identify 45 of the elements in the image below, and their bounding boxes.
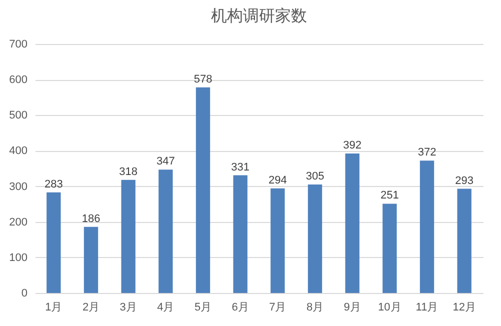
data-label: 251 [380,190,399,202]
x-tick-label: 8月 [306,302,324,314]
y-tick-label: 400 [9,145,28,158]
y-tick-label: 500 [9,110,28,122]
bar [84,226,98,293]
data-label: 318 [119,166,138,178]
bar [345,154,360,293]
data-label: 578 [194,73,212,86]
bar [420,160,434,293]
data-label: 305 [306,170,324,183]
y-tick-label: 200 [9,216,28,228]
x-tick-label: 5月 [194,302,212,314]
x-tick-label: 9月 [344,302,361,314]
chart-title: 机构调研家数 [211,7,307,25]
data-label: 186 [82,212,100,225]
x-tick-label: 1月 [45,302,62,314]
data-label: 293 [455,174,474,187]
x-tick-label: 6月 [232,302,249,314]
data-label: 347 [156,156,175,168]
data-label: 392 [343,140,362,152]
x-tick-label: 4月 [157,302,174,314]
data-label: 294 [268,174,287,186]
y-tick-label: 300 [9,180,28,193]
bar [196,87,210,293]
bar [457,188,472,293]
y-tick-label: 600 [9,74,28,86]
data-label: 372 [418,146,436,159]
x-tick-label: 12月 [452,302,476,314]
bar [46,192,61,293]
data-label: 283 [44,178,63,190]
x-tick-label: 10月 [378,302,402,314]
x-tick-label: 2月 [82,302,100,314]
y-tick-label: 700 [9,38,28,50]
bar [382,204,397,293]
x-tick-label: 11月 [416,302,438,314]
bar [158,170,173,293]
x-tick-label: 3月 [120,302,137,314]
x-tick-label: 7月 [269,302,286,314]
y-tick-label: 0 [21,288,28,300]
bar [270,188,285,293]
bar [121,180,136,293]
y-tick-label: 100 [9,252,28,264]
bar [233,175,248,293]
data-label: 331 [231,161,250,174]
bar [308,184,322,293]
